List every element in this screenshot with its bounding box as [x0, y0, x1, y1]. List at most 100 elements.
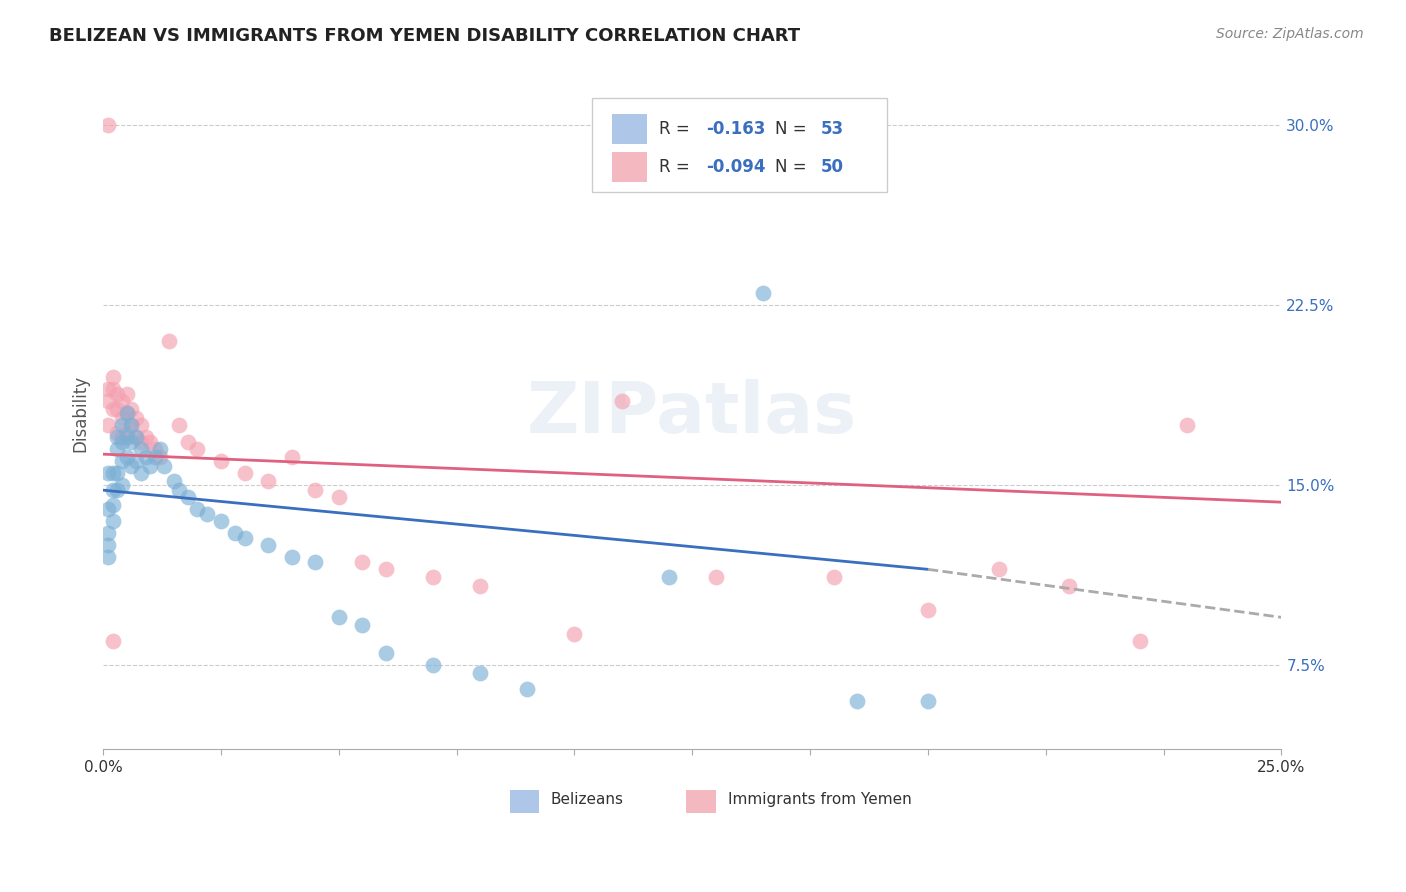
Point [257, 538, 280, 552]
Point [224, 526, 246, 541]
Point [105, 483, 128, 498]
Point [374, 562, 396, 576]
Point [105, 401, 128, 416]
Point [120, 459, 142, 474]
Point [115, 450, 138, 464]
Point [280, 550, 302, 565]
Point [704, 569, 727, 583]
Point [470, 579, 492, 593]
FancyBboxPatch shape [612, 114, 648, 144]
Point [111, 418, 134, 433]
Point [101, 498, 124, 512]
Y-axis label: Disability: Disability [72, 375, 89, 452]
Point [157, 334, 180, 349]
Point [125, 430, 148, 444]
Point [105, 387, 128, 401]
Point [149, 442, 172, 457]
Point [101, 514, 124, 528]
Point [917, 603, 939, 617]
Text: 50: 50 [821, 158, 844, 176]
Point [328, 610, 350, 624]
Point [105, 442, 128, 457]
Point [139, 459, 162, 474]
Point [422, 569, 444, 583]
Point [97, 550, 120, 565]
Point [163, 474, 186, 488]
Point [97, 383, 120, 397]
Point [233, 531, 256, 545]
Point [115, 425, 138, 440]
Point [101, 401, 124, 416]
Text: BELIZEAN VS IMMIGRANTS FROM YEMEN DISABILITY CORRELATION CHART: BELIZEAN VS IMMIGRANTS FROM YEMEN DISABI… [49, 27, 800, 45]
Point [186, 502, 208, 516]
Point [120, 418, 142, 433]
Text: -0.163: -0.163 [706, 120, 766, 138]
Point [304, 483, 326, 498]
Point [328, 491, 350, 505]
Point [111, 394, 134, 409]
Point [610, 394, 633, 409]
Point [111, 454, 134, 468]
Point [129, 442, 152, 457]
Point [105, 467, 128, 481]
Point [304, 555, 326, 569]
Point [129, 435, 152, 450]
Point [149, 450, 172, 464]
FancyBboxPatch shape [612, 152, 648, 182]
Point [101, 370, 124, 384]
Point [101, 634, 124, 648]
Point [823, 569, 845, 583]
Point [125, 454, 148, 468]
Text: R =: R = [659, 158, 696, 176]
Point [374, 646, 396, 660]
Point [97, 467, 120, 481]
Point [111, 411, 134, 425]
FancyBboxPatch shape [686, 789, 716, 814]
Point [177, 435, 200, 450]
Point [143, 442, 166, 457]
Point [115, 430, 138, 444]
Point [233, 467, 256, 481]
Point [917, 694, 939, 708]
Point [257, 474, 280, 488]
Point [105, 425, 128, 440]
Text: ZIPatlas: ZIPatlas [527, 379, 858, 448]
Text: Source: ZipAtlas.com: Source: ZipAtlas.com [1216, 27, 1364, 41]
Point [115, 406, 138, 420]
Point [167, 483, 190, 498]
Point [422, 658, 444, 673]
Point [120, 401, 142, 416]
Point [658, 569, 681, 583]
Point [111, 478, 134, 492]
Point [167, 418, 190, 433]
Point [115, 406, 138, 420]
Point [352, 617, 374, 632]
Point [129, 418, 152, 433]
FancyBboxPatch shape [592, 97, 887, 192]
Point [352, 555, 374, 569]
Text: N =: N = [775, 158, 811, 176]
Text: 53: 53 [821, 120, 844, 138]
Point [97, 502, 120, 516]
Point [470, 665, 492, 680]
Point [97, 526, 120, 541]
Point [143, 450, 166, 464]
Point [135, 450, 157, 464]
Text: -0.094: -0.094 [706, 158, 766, 176]
Point [125, 430, 148, 444]
Text: R =: R = [659, 120, 696, 138]
Point [177, 491, 200, 505]
Point [97, 538, 120, 552]
Point [111, 430, 134, 444]
Point [752, 286, 775, 301]
Text: Immigrants from Yemen: Immigrants from Yemen [728, 792, 911, 807]
Point [1129, 634, 1152, 648]
Point [101, 467, 124, 481]
Point [1059, 579, 1081, 593]
Point [115, 387, 138, 401]
Point [564, 627, 586, 641]
Point [209, 454, 232, 468]
Point [153, 459, 176, 474]
Point [135, 430, 157, 444]
Point [987, 562, 1010, 576]
